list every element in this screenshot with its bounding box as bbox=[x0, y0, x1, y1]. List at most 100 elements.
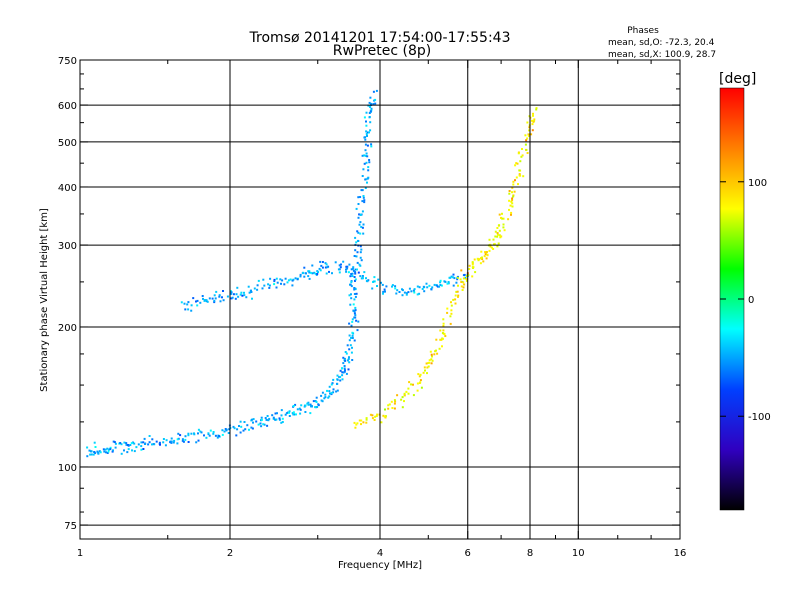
data-point bbox=[239, 420, 242, 423]
data-point bbox=[260, 418, 263, 421]
data-point bbox=[405, 292, 408, 295]
data-point bbox=[367, 166, 370, 169]
data-point bbox=[346, 344, 349, 347]
data-point bbox=[428, 359, 431, 362]
data-point bbox=[354, 314, 357, 317]
data-point bbox=[349, 283, 352, 286]
data-point bbox=[335, 390, 338, 393]
data-point bbox=[273, 280, 276, 283]
data-point bbox=[365, 152, 368, 155]
data-point bbox=[363, 271, 366, 274]
data-point bbox=[372, 103, 375, 106]
data-point bbox=[184, 308, 187, 311]
data-point bbox=[350, 281, 353, 284]
data-point bbox=[330, 391, 333, 394]
data-point bbox=[342, 260, 345, 263]
data-point bbox=[452, 276, 455, 279]
data-point bbox=[488, 249, 491, 252]
data-point bbox=[449, 322, 452, 325]
data-point bbox=[391, 407, 394, 409]
data-point bbox=[99, 451, 102, 454]
x-axis-label: Frequency [MHz] bbox=[338, 560, 422, 571]
data-point bbox=[401, 396, 404, 399]
colorbar-tick-label: -100 bbox=[748, 412, 771, 423]
data-point bbox=[369, 110, 372, 113]
data-point bbox=[332, 391, 335, 394]
data-point bbox=[348, 356, 350, 359]
data-point bbox=[426, 372, 428, 375]
data-point bbox=[242, 429, 245, 432]
data-point bbox=[266, 415, 269, 417]
data-point bbox=[298, 407, 301, 410]
data-point bbox=[489, 245, 492, 248]
data-point bbox=[416, 389, 419, 392]
data-point bbox=[170, 440, 173, 443]
data-point bbox=[343, 357, 346, 360]
data-point bbox=[368, 159, 371, 161]
data-point bbox=[114, 446, 117, 449]
data-point bbox=[218, 435, 220, 438]
data-point bbox=[382, 292, 384, 295]
data-point bbox=[309, 403, 312, 406]
data-point bbox=[267, 419, 270, 422]
data-point bbox=[424, 369, 426, 372]
data-point bbox=[366, 135, 368, 137]
data-point bbox=[461, 289, 464, 291]
data-point bbox=[250, 426, 253, 429]
data-point bbox=[112, 449, 114, 452]
data-point bbox=[130, 442, 133, 445]
data-point bbox=[197, 432, 199, 435]
data-point bbox=[94, 446, 97, 448]
data-point bbox=[388, 403, 391, 406]
x-tick-label: 16 bbox=[674, 548, 687, 559]
data-point bbox=[165, 439, 168, 442]
data-point bbox=[288, 411, 290, 414]
data-point bbox=[421, 288, 424, 290]
data-point bbox=[268, 286, 271, 289]
data-point bbox=[109, 446, 112, 449]
data-point bbox=[153, 443, 156, 446]
data-point bbox=[454, 294, 457, 297]
data-point bbox=[446, 307, 449, 310]
data-point bbox=[457, 284, 459, 287]
data-point bbox=[354, 306, 357, 309]
data-point bbox=[363, 201, 366, 204]
data-point bbox=[292, 411, 295, 414]
data-point bbox=[267, 283, 270, 286]
data-point bbox=[428, 284, 431, 287]
data-point bbox=[473, 258, 476, 261]
data-point bbox=[176, 442, 179, 445]
data-point bbox=[493, 243, 496, 246]
data-point bbox=[196, 299, 199, 302]
data-point bbox=[232, 293, 235, 296]
data-point bbox=[351, 337, 354, 339]
data-point bbox=[325, 263, 328, 266]
data-point bbox=[517, 183, 519, 186]
data-point bbox=[317, 271, 319, 274]
data-point bbox=[307, 401, 310, 404]
data-point bbox=[357, 271, 360, 274]
data-point bbox=[446, 282, 449, 285]
data-point bbox=[325, 272, 328, 275]
data-point bbox=[235, 293, 238, 296]
data-point bbox=[360, 423, 362, 426]
data-point bbox=[460, 269, 463, 272]
data-point bbox=[255, 420, 258, 423]
data-point bbox=[438, 285, 441, 288]
data-point bbox=[391, 285, 393, 288]
data-point bbox=[216, 436, 219, 439]
data-point bbox=[527, 133, 530, 136]
data-point bbox=[508, 208, 510, 211]
data-point bbox=[251, 297, 253, 300]
data-point bbox=[364, 143, 367, 146]
data-point bbox=[250, 291, 253, 293]
data-point bbox=[164, 444, 167, 447]
data-point bbox=[271, 414, 274, 417]
data-point bbox=[412, 289, 415, 292]
data-point bbox=[468, 264, 471, 267]
data-point bbox=[345, 268, 347, 271]
data-point bbox=[456, 276, 459, 279]
data-point bbox=[299, 412, 302, 415]
data-point bbox=[452, 284, 455, 287]
data-point bbox=[279, 278, 282, 281]
